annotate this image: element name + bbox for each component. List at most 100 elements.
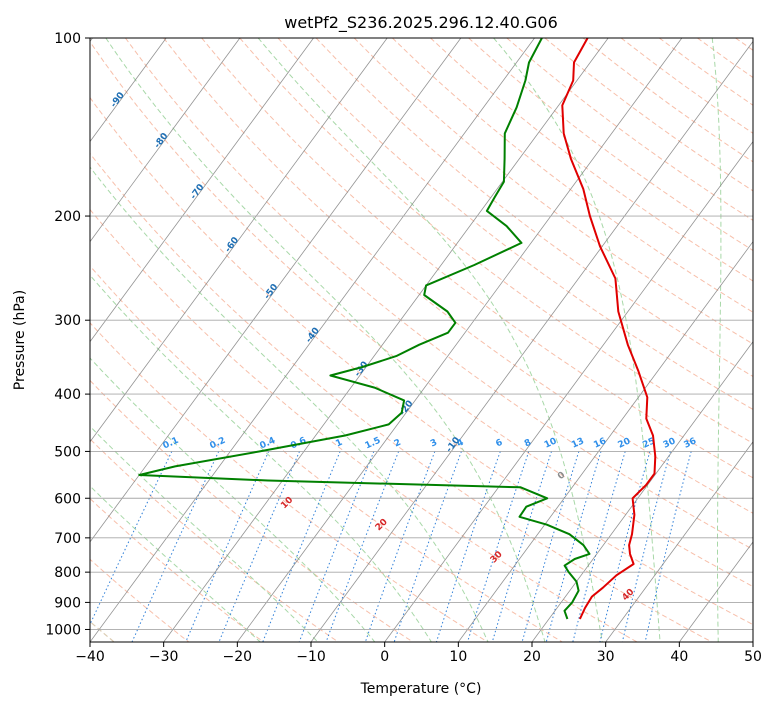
- mixing-ratio-line: [545, 451, 602, 642]
- mixing-ratio-label: 0.2: [208, 436, 227, 452]
- dry-adiabat-line: [90, 322, 488, 642]
- isotherm-line: [237, 38, 683, 642]
- dry-adiabat-line: [90, 96, 753, 626]
- mixing-ratio-label: 0.1: [162, 436, 181, 452]
- y-tick-label: 500: [54, 444, 81, 460]
- dry-adiabat-line: [315, 38, 753, 378]
- dry-adiabat-line: [163, 38, 753, 514]
- moist-adiabat-line: [90, 357, 376, 642]
- mixing-ratio-label: 16: [592, 436, 608, 450]
- x-tick-label: 30: [597, 649, 615, 665]
- x-tick-label: 0: [380, 649, 389, 665]
- dry-adiabat-line: [735, 38, 753, 51]
- dry-adiabat-line: [90, 40, 753, 588]
- isotherm-line: [531, 341, 753, 642]
- dry-adiabat-line: [90, 379, 414, 642]
- isotherm-label: -50: [263, 282, 281, 301]
- x-tick-label: 10: [449, 649, 467, 665]
- y-axis-label: Pressure (hPa): [12, 290, 28, 390]
- mixing-ratio-label: 4: [456, 438, 466, 450]
- y-tick-label: 200: [54, 209, 81, 225]
- mixing-ratio-label: 10: [543, 436, 559, 450]
- mixing-ratio-label: 3: [429, 438, 439, 450]
- moist-adiabat-line: [90, 425, 319, 642]
- mixing-ratio-line: [262, 451, 341, 642]
- mixing-ratio-line: [621, 451, 671, 642]
- isotherm-line: [752, 641, 753, 642]
- y-tick-label: 900: [54, 595, 81, 611]
- dry-adiabat-line: [544, 38, 753, 192]
- mixing-ratio-label: 2: [393, 438, 403, 450]
- isotherm-label: -40: [304, 326, 322, 345]
- mixing-ratio-label: 1: [334, 438, 344, 450]
- dry-adiabat-line: [620, 38, 753, 134]
- moist-adiabat-line: [257, 38, 603, 642]
- dewpoint-profile: [138, 38, 591, 620]
- mixing-ratio-line: [393, 451, 462, 642]
- dry-adiabat-line: [90, 152, 712, 642]
- isotherm-label: -60: [223, 236, 241, 255]
- y-tick-label: 600: [54, 491, 81, 507]
- isotherm-label: -20: [398, 399, 416, 418]
- y-tick-label: 1000: [45, 622, 81, 638]
- dry-adiabat-line: [90, 265, 563, 642]
- y-tick-label: 800: [54, 565, 81, 581]
- y-tick-label: 300: [54, 313, 81, 329]
- mixing-ratio-label: 20: [617, 436, 633, 450]
- isotherm-line: [310, 40, 753, 642]
- temperature-profile: [561, 38, 657, 620]
- x-tick-label: 40: [670, 649, 688, 665]
- background-lines: [90, 38, 753, 642]
- moist-adiabat-label: 0: [556, 470, 567, 482]
- dry-adiabat-label: 40: [621, 587, 637, 603]
- profile-lines: [138, 38, 657, 620]
- isotherm-line: [90, 38, 535, 642]
- mixing-ratio-line: [325, 451, 400, 642]
- mixing-ratio-label: 8: [523, 438, 533, 450]
- dry-adiabat-line: [277, 38, 753, 411]
- dry-adiabat-line: [90, 438, 339, 642]
- mixing-ratio-line: [364, 451, 436, 642]
- y-tick-label: 100: [54, 31, 81, 47]
- mixing-ratio-line: [521, 451, 580, 642]
- mixing-ratio-line: [599, 451, 651, 642]
- isotherm-line: [605, 441, 753, 642]
- isotherm-label: -70: [189, 183, 207, 202]
- moist-adiabat-line: [493, 38, 661, 642]
- dry-adiabat-line: [506, 38, 753, 221]
- isotherm-line: [90, 38, 314, 343]
- mixing-ratio-line: [298, 451, 375, 642]
- dry-adiabat-line: [90, 558, 190, 642]
- mixing-ratio-label: 6: [494, 438, 504, 450]
- dry-adiabat-line: [90, 497, 264, 642]
- mixing-ratio-label: 13: [570, 436, 586, 450]
- background-labels: -100-90-80-70-60-50-40-30-20-100.1 0.2 0.4…: [90, 40, 698, 603]
- mixing-ratio-line: [644, 451, 692, 642]
- isotherm-line: [163, 38, 609, 642]
- isotherm-label: -90: [109, 91, 127, 110]
- mixing-ratio-line: [435, 451, 501, 642]
- x-axis-label: Temperature (°C): [360, 681, 482, 697]
- mixing-ratio-label: 30: [662, 436, 678, 450]
- dry-adiabat-line: [430, 38, 753, 282]
- mixing-ratio-line: [572, 451, 626, 642]
- x-tick-label: −20: [223, 649, 253, 665]
- dry-adiabat-line: [239, 38, 753, 444]
- x-tick-label: 50: [744, 649, 762, 665]
- mixing-ratio-line: [467, 451, 530, 642]
- y-tick-label: 400: [54, 387, 81, 403]
- dry-adiabat-line: [353, 38, 753, 345]
- x-tick-label: 20: [523, 649, 541, 665]
- isotherm-line: [90, 38, 241, 243]
- y-tick-label: 700: [54, 531, 81, 547]
- moist-adiabat-line: [90, 485, 261, 642]
- moist-adiabat-line: [90, 166, 489, 642]
- x-tick-label: −10: [296, 649, 326, 665]
- isotherm-line: [90, 38, 462, 543]
- moist-adiabat-line: [711, 38, 722, 642]
- mixing-ratio-line: [90, 451, 173, 626]
- dry-adiabat-label: 10: [279, 495, 295, 511]
- plot-frame: [89, 37, 754, 643]
- moist-adiabat-line: [90, 274, 432, 642]
